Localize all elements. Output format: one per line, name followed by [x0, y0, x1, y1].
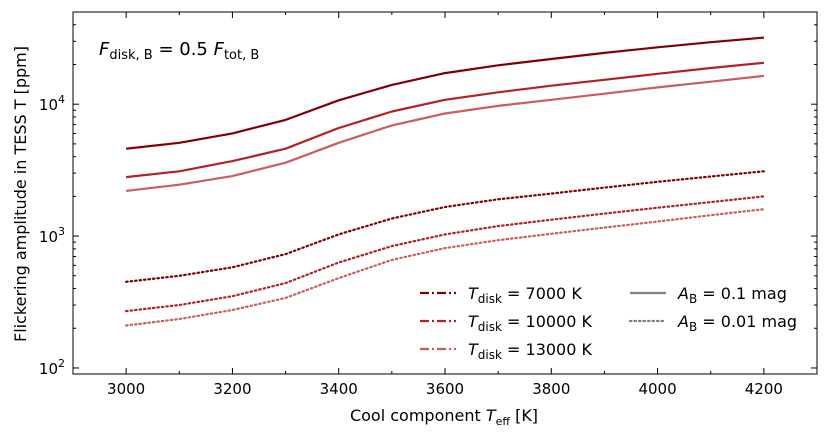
x-tick-label: 3000	[107, 380, 145, 398]
x-tick-label: 3200	[213, 380, 251, 398]
annotation-var-sub: tot, B	[224, 48, 259, 63]
annotation-main-sub: disk, B	[109, 48, 152, 63]
legend-disk-entry-1-label: Tdisk = 7000 K	[468, 284, 582, 306]
series-line-5	[125, 195, 765, 313]
x-tick-label: 4000	[638, 380, 676, 398]
legend: Tdisk = 7000 K Tdisk = 10000 K Tdisk = 130…	[420, 284, 797, 362]
x-axis-label-text: Cool component	[350, 406, 486, 425]
x-tick-label: 3600	[426, 380, 464, 398]
y-tick-label: 102	[39, 357, 65, 378]
y-axis-label: Flickering amplitude in TESS T [ppm]	[11, 46, 30, 342]
x-axis-label: Cool component Teff [K]	[350, 406, 538, 428]
x-tick-label: 3400	[320, 380, 358, 398]
series-layer	[125, 36, 765, 327]
series-line-1	[125, 36, 764, 150]
legend-disk-entry-3-label: Tdisk = 13000 K	[468, 340, 593, 362]
x-tick-label: 4200	[745, 380, 783, 398]
tick-layer: 3000 3200 3400 3600 3800 4000 4200 102 103 104	[39, 11, 818, 398]
x-axis-label-sub: eff	[496, 415, 511, 428]
series-line-3	[125, 74, 765, 192]
legend-amp-entry-1-label: AB = 0.1 mag	[677, 284, 787, 306]
series-line-4	[125, 170, 765, 283]
y-tick-label: 104	[39, 93, 65, 114]
annotation-main: F	[99, 39, 110, 60]
x-axis-label-var: T	[486, 406, 497, 425]
annotation-mid: = 0.5	[153, 39, 214, 60]
series-line-6	[125, 208, 765, 327]
legend-disk-entry-2-label: Tdisk = 10000 K	[468, 312, 593, 334]
series-line-2	[125, 61, 765, 179]
plot-frame	[72, 11, 818, 375]
y-tick-label: 103	[39, 225, 65, 246]
x-axis-label-suffix: [K]	[510, 406, 538, 425]
plot-annotation: Fdisk, B = 0.5 Ftot, B	[99, 39, 259, 63]
legend-amp-entry-2-label: AB = 0.01 mag	[677, 312, 797, 334]
x-tick-label: 3800	[532, 380, 570, 398]
annotation-var: F	[214, 39, 225, 60]
